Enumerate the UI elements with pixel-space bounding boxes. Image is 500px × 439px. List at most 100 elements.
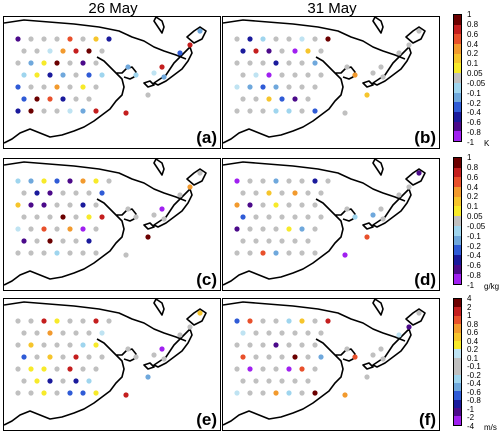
colorbar-tick-label: -0.8	[467, 271, 481, 281]
station-dot	[93, 202, 99, 208]
station-dot	[266, 330, 272, 336]
station-dot	[396, 192, 402, 198]
station-dot	[106, 178, 112, 184]
station-dot	[80, 390, 86, 396]
station-dot	[240, 330, 246, 336]
station-dot	[312, 390, 318, 396]
station-dot	[240, 214, 246, 220]
station-dot	[60, 378, 66, 384]
station-dot	[279, 72, 285, 78]
station-dot	[93, 390, 99, 396]
station-dot	[286, 318, 292, 324]
station-dot	[305, 96, 311, 102]
station-dot	[240, 96, 246, 102]
station-dot	[286, 36, 292, 42]
colorbar-tick-label: 0.8	[467, 319, 479, 329]
station-dot	[378, 346, 384, 352]
station-dot	[21, 238, 27, 244]
station-dot	[93, 84, 99, 90]
station-dot	[125, 64, 131, 70]
station-dot	[80, 178, 86, 184]
station-dot	[80, 108, 86, 114]
station-dot	[28, 36, 34, 42]
colorbar-segment	[454, 324, 461, 333]
station-dot	[286, 390, 292, 396]
station-dot	[305, 72, 311, 78]
station-dot	[73, 214, 79, 220]
station-dot	[352, 214, 358, 220]
station-dot	[86, 96, 92, 102]
station-dot	[86, 214, 92, 220]
station-dot	[247, 250, 253, 256]
station-dot	[47, 96, 53, 102]
station-dot	[99, 330, 105, 336]
colorbar-tick-label: -1	[467, 138, 475, 147]
station-dot	[234, 202, 240, 208]
station-dot	[80, 84, 86, 90]
station-dot	[21, 214, 27, 220]
station-dot	[344, 346, 350, 352]
station-dot	[292, 72, 298, 78]
station-dot	[279, 354, 285, 360]
station-dot	[41, 84, 47, 90]
station-dot	[266, 96, 272, 102]
station-dot	[21, 96, 27, 102]
colorbar-1	[453, 157, 462, 285]
station-dot	[54, 366, 60, 372]
station-dot	[240, 354, 246, 360]
station-dot	[47, 190, 53, 196]
station-dot	[93, 108, 99, 114]
colorbar-segment	[454, 216, 461, 226]
station-dot	[299, 318, 305, 324]
station-dot	[54, 36, 60, 42]
station-dot	[299, 36, 305, 42]
station-dot	[240, 190, 246, 196]
station-dot	[299, 250, 305, 256]
station-dot	[247, 366, 253, 372]
station-dot	[305, 48, 311, 54]
station-dot	[151, 70, 157, 76]
station-dot	[34, 96, 40, 102]
station-dot	[286, 178, 292, 184]
station-dot	[273, 84, 279, 90]
station-dot	[342, 392, 348, 398]
station-dot	[123, 110, 129, 116]
station-dot	[305, 190, 311, 196]
station-dot	[187, 324, 193, 330]
colorbar-segment	[454, 177, 461, 188]
station-dot	[279, 378, 285, 384]
station-dot	[93, 366, 99, 372]
station-dot	[260, 342, 266, 348]
colorbar-segment	[454, 206, 461, 217]
station-dot	[80, 226, 86, 232]
station-dot	[159, 206, 165, 212]
station-dot	[234, 318, 240, 324]
station-dot	[159, 346, 165, 352]
station-dot	[234, 84, 240, 90]
station-dot	[325, 318, 331, 324]
station-dot	[240, 238, 246, 244]
map-canvas	[223, 17, 426, 144]
station-dot	[260, 202, 266, 208]
station-dot	[260, 318, 266, 324]
colorbar-tick-label: 0.8	[467, 162, 479, 172]
station-dot	[93, 250, 99, 256]
station-dot	[406, 184, 412, 190]
station-dot	[299, 178, 305, 184]
station-dot	[273, 250, 279, 256]
station-dot	[54, 108, 60, 114]
station-dot	[145, 374, 151, 380]
station-dot	[28, 108, 34, 114]
colorbar-segment	[454, 102, 461, 112]
station-dot	[47, 378, 53, 384]
station-dot	[41, 226, 47, 232]
station-dot	[273, 178, 279, 184]
colorbar-segment	[454, 158, 461, 168]
station-dot	[364, 234, 370, 240]
station-dot	[260, 108, 266, 114]
station-dot	[145, 234, 151, 240]
station-dot	[312, 108, 318, 114]
station-dot	[93, 36, 99, 42]
colorbar-tick-label: 0.4	[467, 336, 479, 346]
station-dot	[253, 238, 259, 244]
